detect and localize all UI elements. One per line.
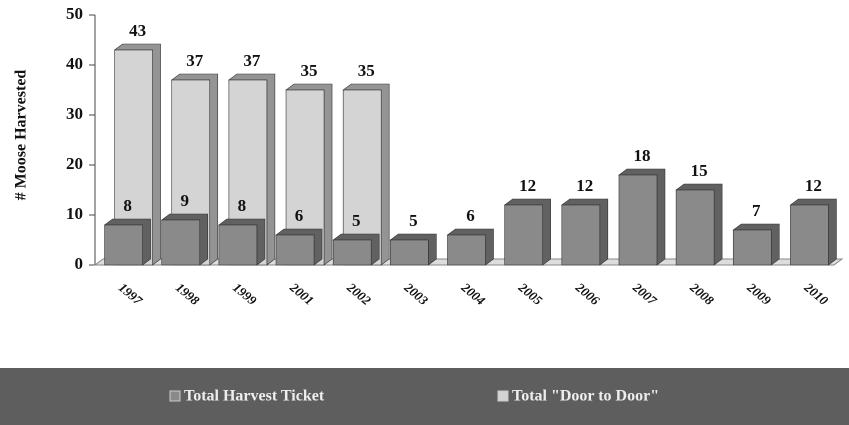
bar [790,204,829,266]
legend-swatch [497,390,509,402]
x-tick-label: 2008 [687,279,718,308]
bar [732,229,772,266]
data-label: 15 [691,161,708,180]
x-tick-label: 2009 [744,279,775,308]
x-tick-label: 2003 [401,279,432,308]
x-tick-label: 1997 [116,280,146,309]
x-tick-label: 2004 [458,279,489,308]
data-label: 18 [633,146,650,165]
data-label: 12 [805,176,822,195]
bar [504,204,543,266]
y-tick-label: 40 [66,54,83,73]
legend-background [0,368,849,425]
x-tick-label: 2002 [344,279,375,308]
bar [390,239,429,266]
legend-label: Total "Door to Door" [512,388,659,405]
data-label: 8 [123,196,132,215]
bar [161,219,201,266]
x-tick-label: 2006 [572,279,603,308]
data-label: 6 [466,206,475,225]
data-label: 12 [519,176,536,195]
x-tick-label: 1998 [173,280,203,309]
bar [275,234,315,266]
y-tick-label: 30 [66,104,83,123]
bar [561,204,601,266]
bar [104,224,143,266]
data-label: 35 [358,61,375,80]
bar [332,239,372,266]
bar [218,224,258,266]
legend-label: Total Harvest Ticket [184,388,325,405]
y-tick-label: 50 [66,4,83,23]
data-label: 43 [129,21,146,40]
data-label: 12 [576,176,593,195]
bar [618,174,658,266]
data-label: 7 [752,201,761,220]
data-label: 35 [301,61,318,80]
x-tick-label: 1999 [230,280,260,309]
x-tick-label: 2007 [629,279,660,308]
data-label: 5 [352,211,361,230]
data-label: 9 [180,191,189,210]
data-label: 6 [295,206,304,225]
x-tick-label: 2005 [515,279,546,308]
y-axis-label: # Moose Harvested [13,70,30,201]
x-tick-label: 2010 [801,279,832,308]
y-tick-label: 20 [66,154,83,173]
y-tick-label: 0 [75,254,84,273]
data-label: 37 [243,51,261,70]
legend-swatch [169,390,181,402]
data-label: 5 [409,211,418,230]
data-label: 8 [238,196,247,215]
x-tick-label: 2001 [286,279,316,308]
data-label: 37 [186,51,204,70]
y-tick-label: 10 [66,204,83,223]
bar [447,234,486,266]
bar [675,189,715,266]
